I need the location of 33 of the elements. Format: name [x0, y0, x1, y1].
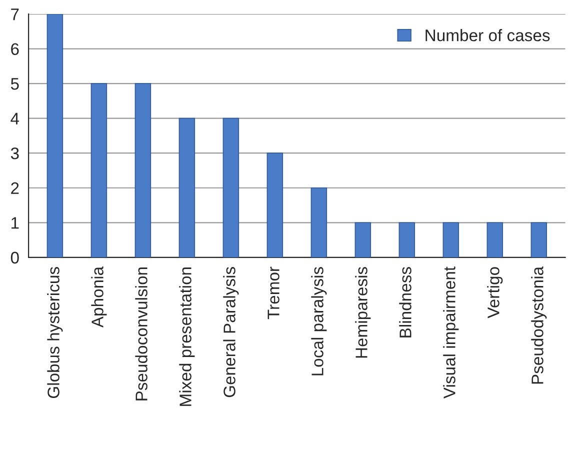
x-tick-label: Local paralysis: [311, 267, 327, 376]
x-tick-label: Aphonia: [91, 266, 107, 328]
y-tick-label: 6: [11, 43, 19, 56]
bar: [178, 118, 196, 258]
legend-label: Number of cases: [426, 29, 550, 42]
y-tick-label: 1: [12, 217, 19, 229]
bar: [530, 222, 548, 258]
x-tick-label: Pseudodystonia: [531, 266, 547, 384]
y-tick-label: 0: [10, 252, 19, 264]
bar: [266, 152, 284, 258]
bar: [90, 83, 108, 258]
bar: [354, 222, 372, 258]
x-tick-label: Vertigo: [487, 267, 503, 318]
bar: [310, 187, 328, 258]
x-tick-label: Mixed presentation: [179, 268, 195, 406]
bar: [442, 222, 460, 258]
y-tick-label: 4: [10, 112, 20, 124]
x-tick-label: Visual impairment: [443, 266, 459, 399]
bar: [398, 222, 416, 258]
bar: [134, 83, 152, 258]
y-tick-label: 7: [11, 8, 19, 20]
y-tick-label: 2: [11, 182, 19, 194]
x-tick-label: Hemiparesis: [355, 267, 371, 358]
x-tick-label: General Paralysis: [223, 267, 239, 398]
x-tick-label: Blindness: [399, 267, 412, 338]
y-tick-label: 3: [10, 148, 19, 160]
bar: [46, 14, 64, 258]
x-tick-label: Globus hystericus: [47, 267, 63, 398]
bar: [486, 222, 504, 258]
bar: [222, 118, 240, 258]
x-tick-label: Pseudoconvulsion: [135, 268, 148, 400]
y-tick-label: 5: [10, 78, 19, 90]
x-tick-label: Tremor: [268, 266, 280, 320]
